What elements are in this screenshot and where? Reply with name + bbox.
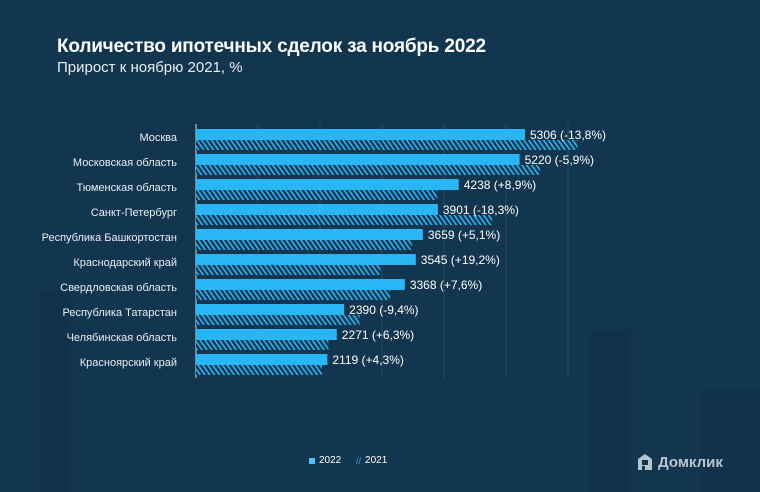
bar-2021 <box>196 315 360 325</box>
bar-2022 <box>196 254 416 265</box>
bar-2021 <box>196 140 578 150</box>
bar-2021 <box>196 290 391 300</box>
data-label: 2390 (-9,4%) <box>349 303 418 317</box>
bar-2022 <box>196 354 328 365</box>
chart-subtitle: Прирост к ноябрю 2021, % <box>57 59 243 76</box>
bar-2022 <box>196 179 459 190</box>
bar-2022 <box>196 154 520 165</box>
category-label: Свердловская область <box>60 282 177 294</box>
bar-2021 <box>196 240 412 250</box>
data-label: 4238 (+8,9%) <box>464 178 536 192</box>
data-label: 3659 (+5,1%) <box>428 228 500 242</box>
legend-label: 2021 <box>365 455 388 466</box>
bar-2022 <box>196 229 423 240</box>
legend-label: 2022 <box>319 455 342 466</box>
legend-swatch-hatched: // <box>356 455 362 466</box>
category-label: Красноярский край <box>80 357 177 369</box>
data-label: 3901 (-18,3%) <box>443 203 519 217</box>
bar-2021 <box>196 165 540 175</box>
data-label: 5306 (-13,8%) <box>530 128 606 142</box>
bar-2021 <box>196 215 493 225</box>
background-decor <box>700 390 760 492</box>
data-label: 2271 (+6,3%) <box>342 328 414 342</box>
category-label: Краснодарский край <box>73 257 177 269</box>
legend-item-2021: // 2021 <box>356 455 387 466</box>
category-label: Республика Башкортостан <box>42 232 177 244</box>
category-label: Республика Татарстан <box>62 307 177 319</box>
data-label: 3368 (+7,6%) <box>410 278 482 292</box>
data-label: 2119 (+4,3%) <box>332 353 404 367</box>
legend-item-2022: 2022 <box>309 455 341 466</box>
bar-2022 <box>196 329 337 340</box>
data-label: 3545 (+19,2%) <box>421 253 500 267</box>
bar-2021 <box>196 340 329 350</box>
data-label: 5220 (-5,9%) <box>525 153 594 167</box>
category-label: Тюменская область <box>76 182 177 194</box>
category-label: Москва <box>139 132 177 144</box>
domclick-logo: Домклик <box>636 452 723 472</box>
bar-2022 <box>196 304 345 315</box>
bar-2022 <box>196 204 438 215</box>
house-logo-icon <box>638 454 652 470</box>
category-label: Санкт-Петербург <box>91 207 177 219</box>
logo-text: Домклик <box>658 453 723 471</box>
bar-2022 <box>196 129 525 140</box>
bar-2022 <box>196 279 405 290</box>
background-decor <box>590 330 630 492</box>
bar-2021 <box>196 190 438 200</box>
category-label: Московская область <box>73 157 177 169</box>
bar-2021 <box>196 365 322 375</box>
bar-2021 <box>196 265 381 275</box>
background-decor <box>40 290 70 492</box>
legend-swatch-solid <box>309 457 315 464</box>
category-label: Челябинская область <box>67 332 178 344</box>
chart-title: Количество ипотечных сделок за ноябрь 20… <box>57 36 486 57</box>
